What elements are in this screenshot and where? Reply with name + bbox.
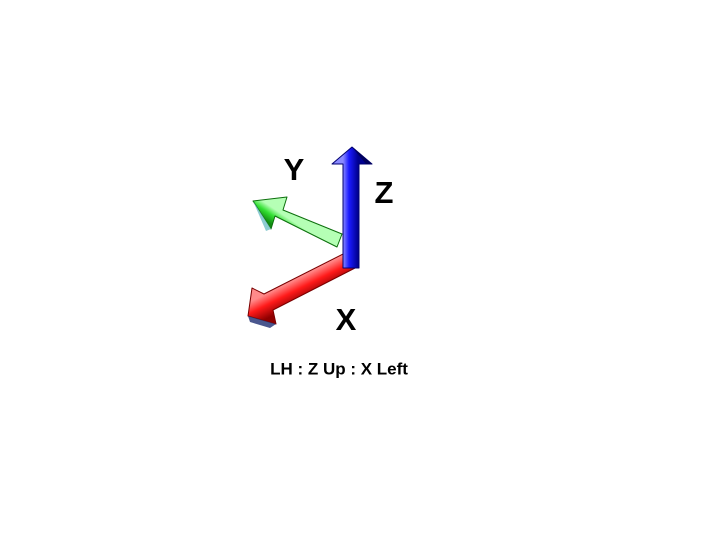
coordinate-system-caption: LH : Z Up : X Left [270, 359, 408, 378]
x-axis-label: X [336, 302, 357, 337]
y-axis-arrow [252, 196, 343, 248]
y-axis-label: Y [284, 152, 305, 187]
x-axis-arrow [247, 250, 358, 328]
z-axis-label: Z [375, 175, 394, 210]
z-axis-arrow [331, 146, 373, 269]
